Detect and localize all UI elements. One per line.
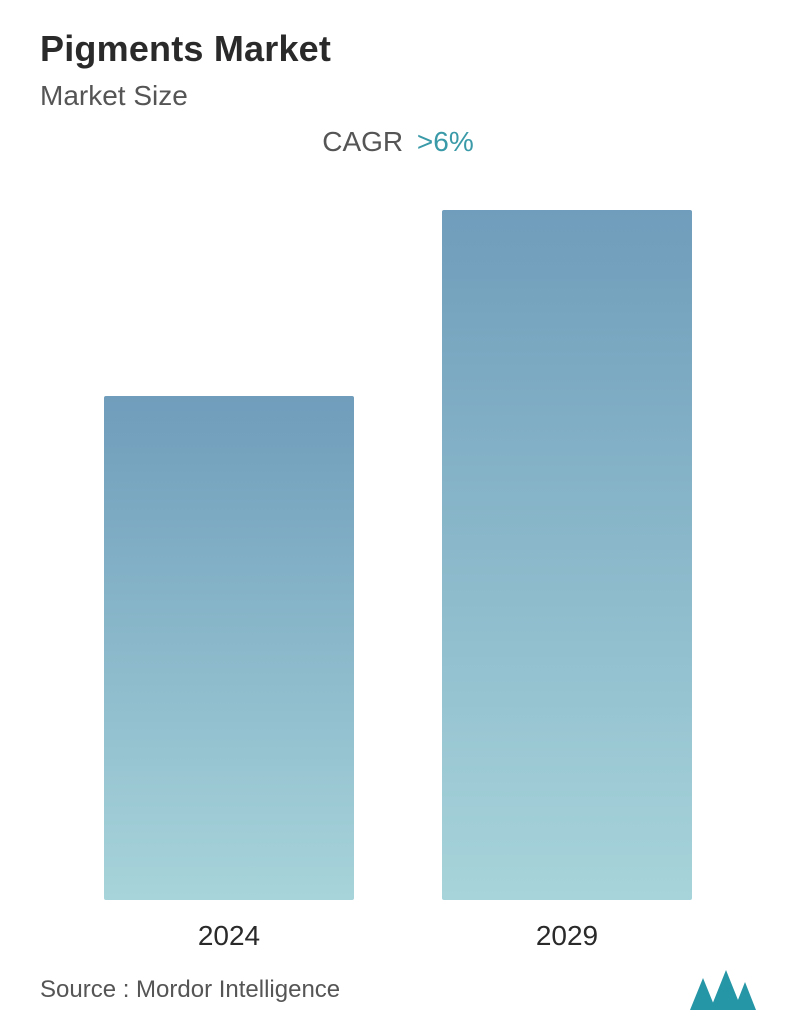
- chart-container: Pigments Market Market Size CAGR >6% 202…: [0, 0, 796, 1034]
- bar-wrap: [442, 210, 692, 900]
- cagr-value: >6%: [417, 126, 474, 157]
- brand-logo-icon: [690, 970, 756, 1010]
- cagr-row: CAGR >6%: [40, 126, 756, 158]
- x-axis-label: 2024: [104, 908, 354, 952]
- x-axis-labels: 2024 2029: [40, 908, 756, 952]
- bar: [442, 210, 692, 900]
- bar-wrap: [104, 396, 354, 900]
- x-axis-label: 2029: [442, 908, 692, 952]
- source-text: Source : Mordor Intelligence: [40, 976, 340, 1004]
- chart-plot-area: 2024 2029: [40, 166, 756, 952]
- chart-footer: Source : Mordor Intelligence: [40, 952, 756, 1010]
- cagr-label: CAGR: [322, 126, 403, 157]
- chart-subtitle: Market Size: [40, 80, 756, 112]
- chart-title: Pigments Market: [40, 28, 756, 70]
- bar: [104, 396, 354, 900]
- bars-group: [40, 166, 756, 900]
